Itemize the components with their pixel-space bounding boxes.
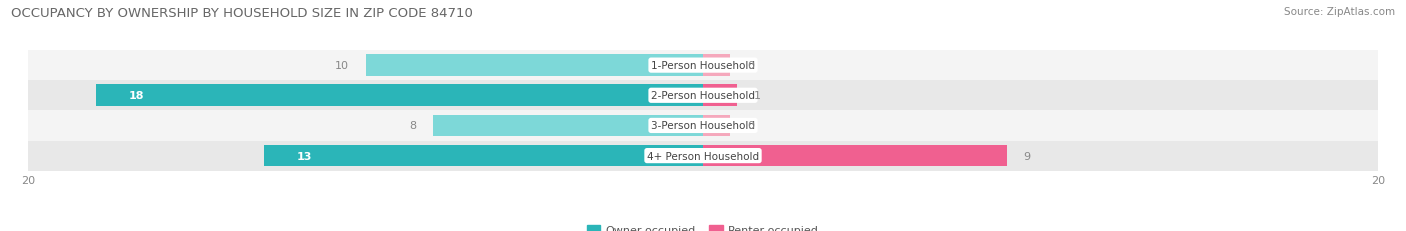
Text: 18: 18 bbox=[128, 91, 143, 101]
Bar bbox=[703, 115, 730, 137]
Bar bbox=[28, 51, 1378, 81]
Bar bbox=[703, 55, 730, 77]
Bar bbox=[433, 115, 703, 137]
Text: 4+ Person Household: 4+ Person Household bbox=[647, 151, 759, 161]
Text: OCCUPANCY BY OWNERSHIP BY HOUSEHOLD SIZE IN ZIP CODE 84710: OCCUPANCY BY OWNERSHIP BY HOUSEHOLD SIZE… bbox=[11, 7, 474, 20]
Bar bbox=[28, 111, 1378, 141]
Text: Source: ZipAtlas.com: Source: ZipAtlas.com bbox=[1284, 7, 1395, 17]
Bar bbox=[703, 85, 737, 107]
Text: 9: 9 bbox=[1024, 151, 1031, 161]
Text: 1: 1 bbox=[754, 91, 761, 101]
Text: 0: 0 bbox=[747, 61, 754, 71]
Legend: Owner-occupied, Renter-occupied: Owner-occupied, Renter-occupied bbox=[582, 221, 824, 231]
Bar bbox=[264, 145, 703, 167]
Text: 1-Person Household: 1-Person Household bbox=[651, 61, 755, 71]
Bar bbox=[366, 55, 703, 77]
Bar bbox=[703, 145, 1007, 167]
Text: 10: 10 bbox=[335, 61, 349, 71]
Text: 8: 8 bbox=[409, 121, 416, 131]
Text: 13: 13 bbox=[297, 151, 312, 161]
Text: 2-Person Household: 2-Person Household bbox=[651, 91, 755, 101]
Bar bbox=[96, 85, 703, 107]
Bar bbox=[28, 81, 1378, 111]
Text: 3-Person Household: 3-Person Household bbox=[651, 121, 755, 131]
Text: 0: 0 bbox=[747, 121, 754, 131]
Bar bbox=[28, 141, 1378, 171]
